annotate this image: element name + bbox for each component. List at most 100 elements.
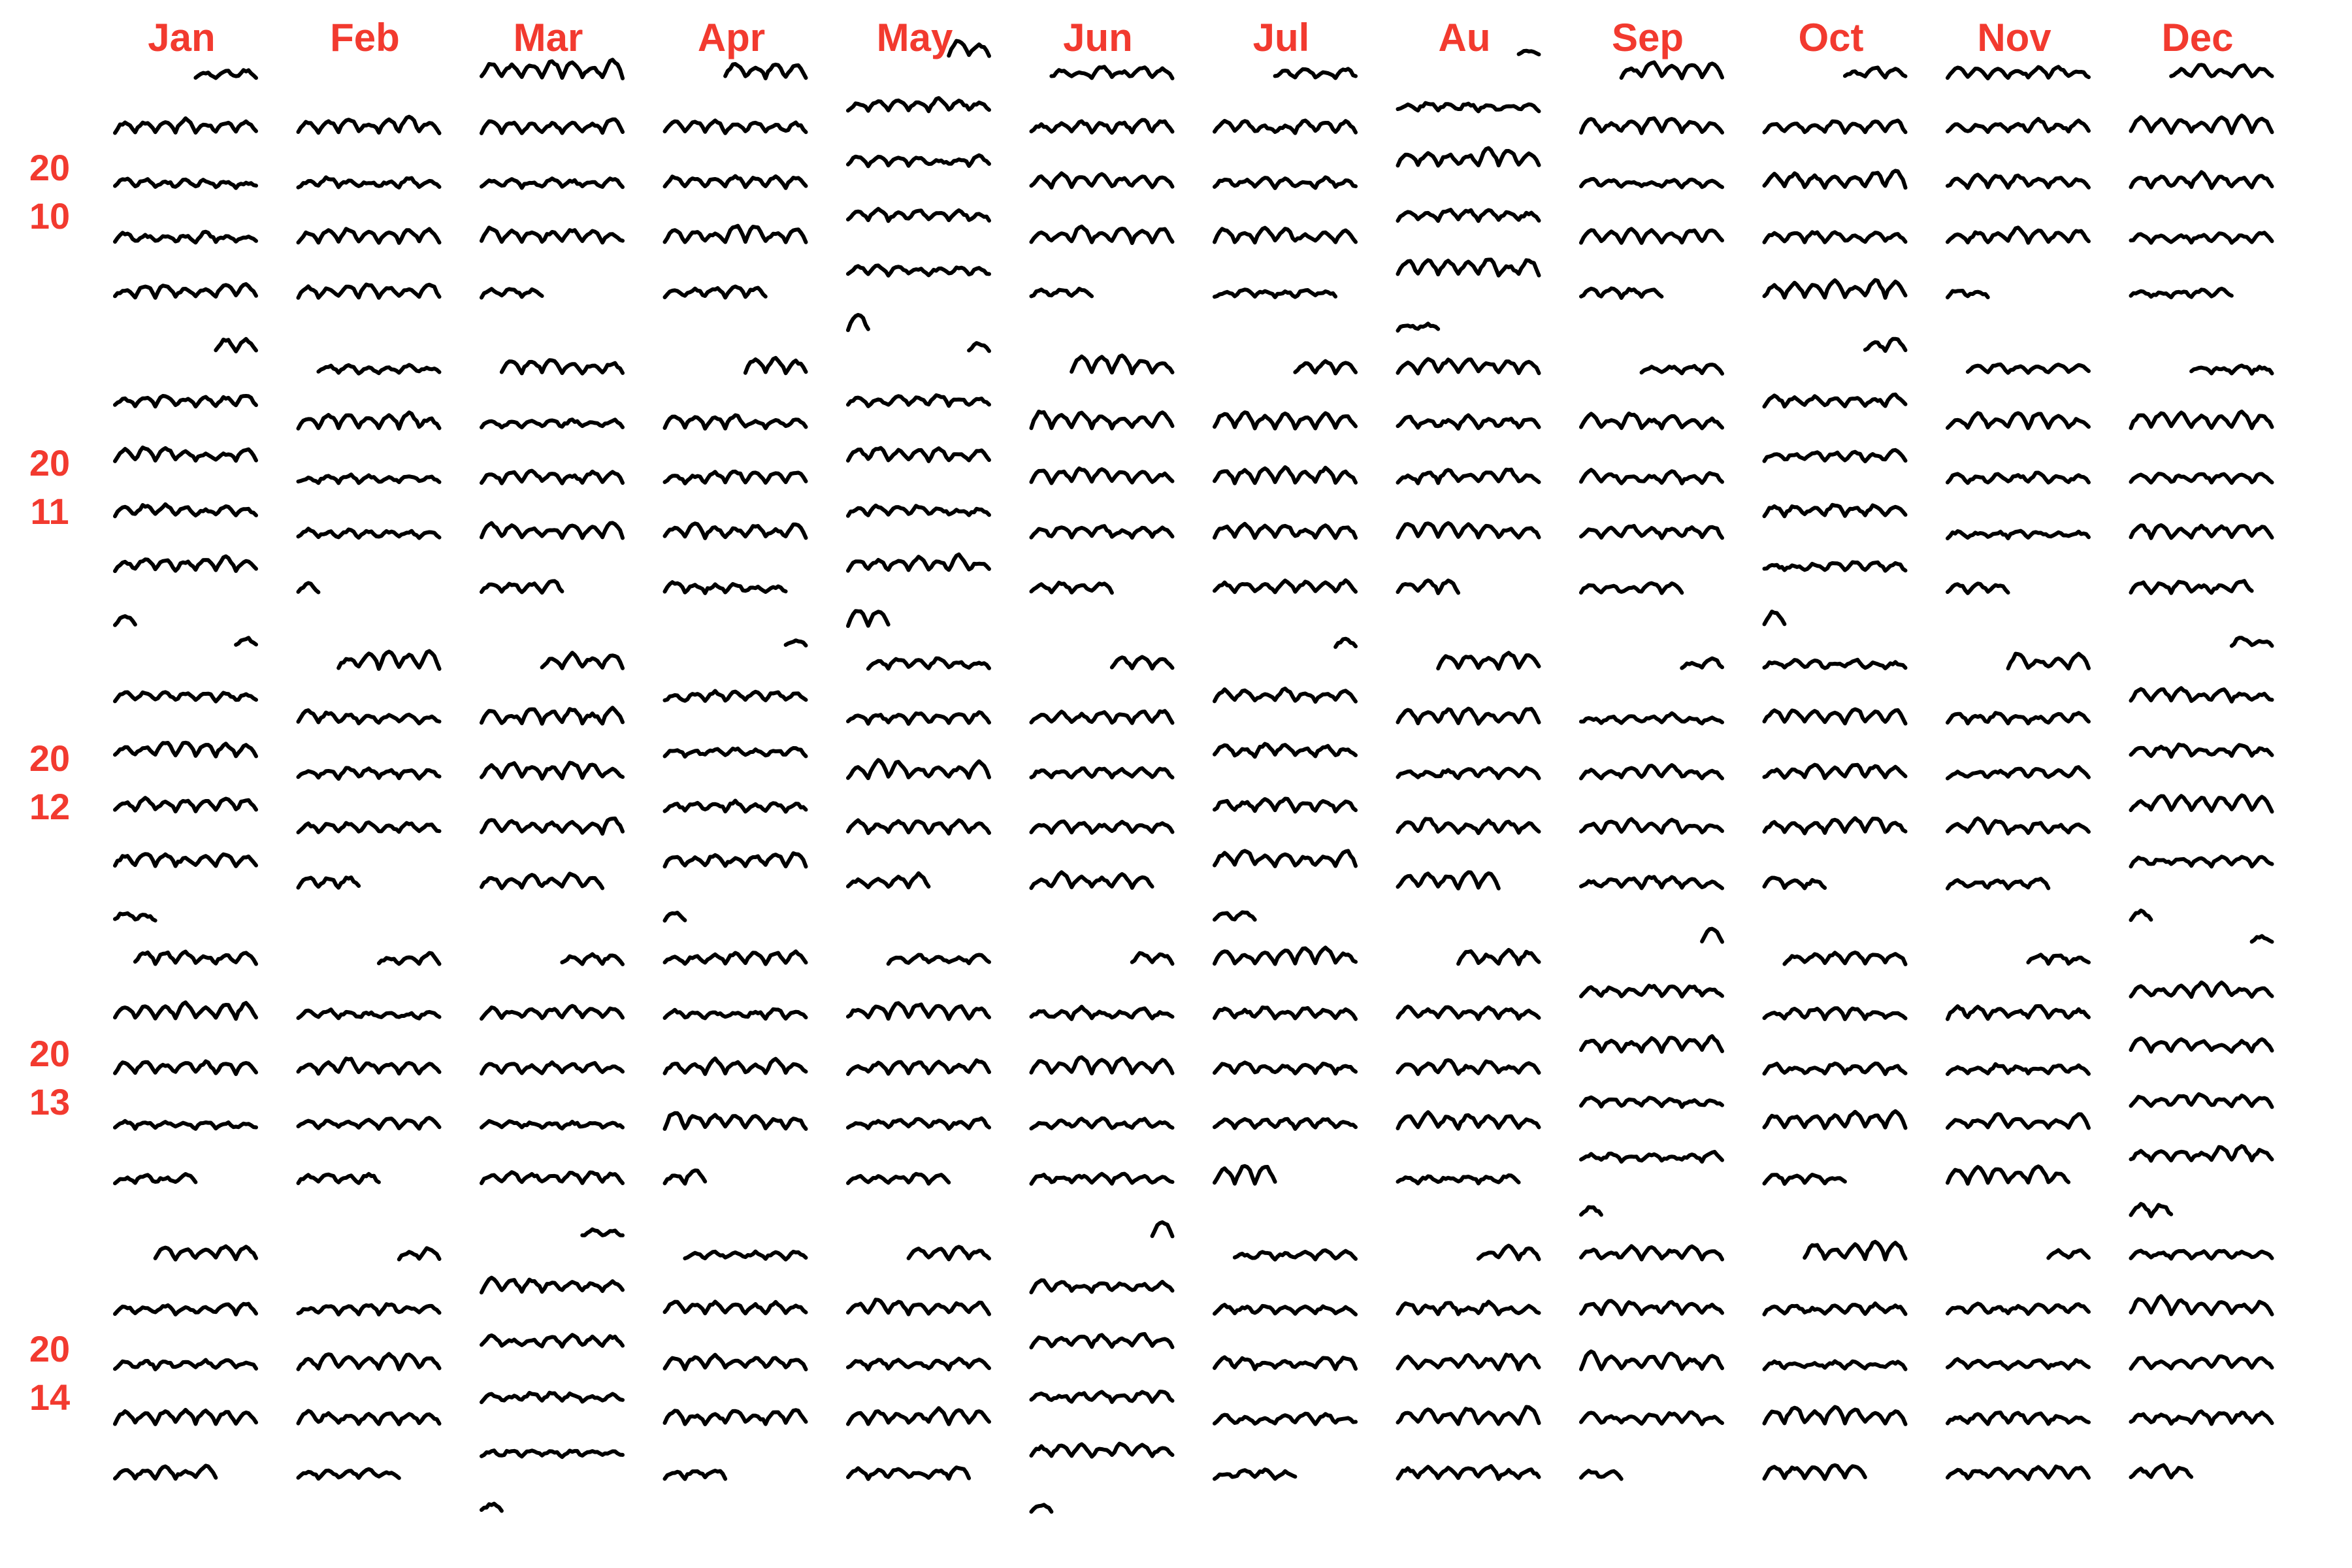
week-line-2012-apr-w6 xyxy=(662,911,687,923)
week-line-2014-mar-w5 xyxy=(480,1448,625,1460)
week-line-2014-jul-w5 xyxy=(1213,1467,1298,1481)
week-line-2014-feb-w3 xyxy=(296,1352,442,1371)
week-line-2013-feb-w2 xyxy=(296,1007,442,1021)
week-line-2013-jun-w4 xyxy=(1029,1116,1175,1131)
week-line-2010-sep-w1 xyxy=(1619,60,1724,80)
week-line-2011-jun-w5 xyxy=(1029,580,1114,595)
week-line-2012-nov-w1 xyxy=(2006,651,2091,671)
week-line-2013-oct-w3 xyxy=(1762,1061,1908,1076)
week-line-2012-jun-w3 xyxy=(1029,766,1175,779)
week-line-2011-feb-w4 xyxy=(296,527,442,540)
week-line-2012-jul-w6 xyxy=(1213,910,1257,922)
week-line-2013-sep-w5 xyxy=(1579,1150,1724,1164)
week-line-2011-feb-w1 xyxy=(316,363,442,376)
week-line-2010-feb-w1 xyxy=(296,114,442,135)
year-label-2013-top: 20 xyxy=(29,1033,70,1074)
week-line-2012-au-w5 xyxy=(1396,870,1501,890)
week-line-2012-jan-w4 xyxy=(113,796,258,813)
week-line-2010-jan-w4 xyxy=(113,229,258,245)
week-line-2014-sep-w1 xyxy=(1579,1244,1724,1262)
week-line-2011-apr-w2 xyxy=(662,413,808,431)
week-line-2011-feb-w5 xyxy=(296,581,321,595)
week-line-2010-may-w3 xyxy=(846,153,991,169)
year-label-2012-top: 20 xyxy=(29,738,70,779)
week-line-2010-feb-w2 xyxy=(296,175,442,189)
week-line-2013-may-w4 xyxy=(846,1116,991,1131)
week-line-2014-nov-w4 xyxy=(1946,1411,2091,1426)
week-line-2011-au-w1 xyxy=(1396,357,1541,376)
week-line-2012-oct-w2 xyxy=(1762,707,1908,726)
week-line-2014-feb-w2 xyxy=(296,1302,442,1316)
week-line-2013-dec-w4 xyxy=(2129,1092,2274,1109)
week-line-2014-jan-w2 xyxy=(113,1301,258,1316)
week-line-2011-oct-w3 xyxy=(1762,448,1908,464)
week-line-2013-jan-w3 xyxy=(113,1059,258,1076)
week-line-2011-au-w5 xyxy=(1396,578,1461,595)
week-line-2010-au-w1 xyxy=(1516,48,1541,57)
week-line-2010-nov-w4 xyxy=(1946,225,2091,245)
week-line-2014-jul-w1 xyxy=(1232,1248,1358,1262)
week-line-2011-may-w2 xyxy=(846,393,991,408)
week-line-2011-oct-w4 xyxy=(1762,502,1908,519)
week-line-2014-jul-w4 xyxy=(1213,1411,1358,1426)
week-line-2011-dec-w4 xyxy=(2129,523,2274,540)
week-line-2014-jan-w3 xyxy=(113,1358,258,1371)
week-line-2011-may-w4 xyxy=(846,503,991,518)
week-line-2014-jan-w1 xyxy=(153,1244,258,1262)
week-line-2011-jun-w2 xyxy=(1029,410,1175,431)
week-line-2011-sep-w3 xyxy=(1579,468,1724,485)
week-line-2012-nov-w2 xyxy=(1946,711,2091,726)
month-label-dec: Dec xyxy=(2161,16,2233,59)
week-line-2014-au-w4 xyxy=(1396,1405,1541,1426)
week-line-2010-dec-w2 xyxy=(2129,113,2274,135)
week-line-2010-apr-w2 xyxy=(662,118,808,135)
week-line-2014-sep-w2 xyxy=(1579,1299,1724,1316)
week-line-2014-au-w5 xyxy=(1396,1463,1541,1481)
month-label-jun: Jun xyxy=(1063,16,1133,59)
week-line-2014-jun-w3 xyxy=(1029,1331,1175,1350)
week-line-2011-sep-w1 xyxy=(1639,363,1724,376)
week-line-2012-jul-w3 xyxy=(1213,742,1358,759)
week-line-2013-apr-w5 xyxy=(662,1168,708,1186)
week-line-2013-feb-w4 xyxy=(296,1116,442,1131)
week-line-2011-jul-w4 xyxy=(1213,521,1358,540)
week-line-2013-au-w3 xyxy=(1396,1058,1541,1076)
week-line-2010-jun-w4 xyxy=(1029,224,1175,245)
week-line-2014-jun-w1 xyxy=(1150,1220,1175,1239)
week-line-2014-jun-w4 xyxy=(1029,1390,1175,1404)
week-line-2012-jun-w4 xyxy=(1029,819,1175,835)
week-line-2014-dec-w2 xyxy=(2129,1294,2274,1316)
week-line-2010-au-w2 xyxy=(1396,101,1541,114)
week-line-2012-mar-w1 xyxy=(540,651,625,670)
week-line-2011-jun-w1 xyxy=(1070,353,1175,376)
week-line-2011-may-w6 xyxy=(846,609,890,629)
week-line-2013-mar-w4 xyxy=(480,1119,625,1131)
week-line-2013-jun-w3 xyxy=(1029,1055,1175,1075)
week-line-2010-sep-w2 xyxy=(1579,116,1724,135)
week-line-2014-jan-w5 xyxy=(113,1463,218,1481)
week-line-2013-jul-w1 xyxy=(1213,945,1358,966)
week-line-2014-oct-w5 xyxy=(1762,1463,1867,1481)
week-line-2013-dec-w1 xyxy=(2249,934,2274,944)
week-line-2013-jul-w4 xyxy=(1213,1117,1358,1131)
week-line-2014-may-w5 xyxy=(846,1465,972,1481)
week-line-2011-nov-w1 xyxy=(1965,362,2091,375)
week-line-2011-dec-w3 xyxy=(2129,472,2274,485)
week-line-2013-may-w5 xyxy=(846,1171,951,1186)
week-line-2014-may-w4 xyxy=(846,1406,991,1426)
week-line-2013-mar-w3 xyxy=(480,1060,625,1076)
week-line-2014-apr-w3 xyxy=(662,1352,808,1371)
week-line-2013-nov-w1 xyxy=(2026,953,2091,966)
week-line-2012-dec-w5 xyxy=(2129,855,2274,869)
week-line-2010-sep-w3 xyxy=(1579,176,1724,189)
week-line-2012-sep-w3 xyxy=(1579,763,1724,781)
week-line-2013-nov-w4 xyxy=(1946,1112,2091,1130)
week-line-2014-mar-w1 xyxy=(580,1227,625,1237)
month-label-jul: Jul xyxy=(1253,16,1310,59)
week-line-2010-jun-w1 xyxy=(1049,65,1175,80)
week-line-2012-au-w3 xyxy=(1396,766,1541,781)
week-line-2011-apr-w3 xyxy=(662,469,808,485)
week-line-2010-jul-w5 xyxy=(1213,287,1338,299)
week-line-2010-au-w3 xyxy=(1396,146,1541,168)
week-line-2010-dec-w4 xyxy=(2129,231,2274,245)
